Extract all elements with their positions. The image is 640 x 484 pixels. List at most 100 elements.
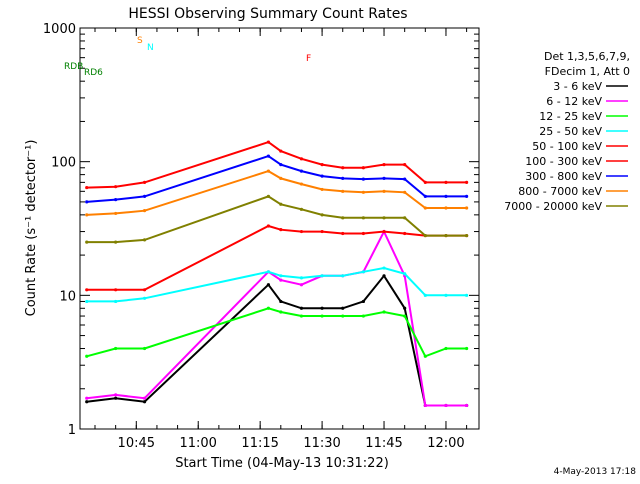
legend-entry-label: 3 - 6 keV bbox=[553, 80, 602, 93]
x-tick-label: 12:00 bbox=[427, 436, 464, 451]
annotation-label: S bbox=[137, 36, 143, 46]
series-point bbox=[114, 393, 118, 397]
series-point bbox=[299, 276, 304, 280]
series-point bbox=[465, 346, 469, 351]
series-line-8 bbox=[86, 195, 467, 244]
series-point bbox=[320, 274, 324, 278]
series-point bbox=[444, 233, 448, 238]
series-point bbox=[266, 194, 271, 198]
series-point bbox=[361, 166, 365, 170]
series-point bbox=[299, 283, 304, 287]
legend-entry-label: 100 - 300 keV bbox=[525, 155, 602, 168]
legend-entry-label: 50 - 100 keV bbox=[532, 140, 602, 153]
x-axis-label: Start Time (04-May-13 10:31:22) bbox=[175, 456, 389, 471]
series-point bbox=[279, 310, 283, 314]
series-line-4 bbox=[86, 224, 467, 291]
series-point bbox=[299, 306, 304, 310]
legend-entry-label: 6 - 12 keV bbox=[546, 95, 602, 108]
series-point bbox=[403, 306, 407, 310]
series-point bbox=[299, 182, 304, 186]
series-point bbox=[142, 180, 147, 184]
series-point bbox=[114, 198, 118, 202]
series-point bbox=[465, 233, 469, 238]
footer-timestamp: 4-May-2013 17:18 bbox=[554, 467, 637, 477]
series-point bbox=[142, 238, 147, 242]
series-point bbox=[320, 163, 324, 167]
legend-header: FDecim 1, Att 0 bbox=[545, 65, 630, 78]
series-point bbox=[403, 177, 407, 181]
series-point bbox=[444, 194, 448, 198]
series-point bbox=[444, 293, 448, 297]
series-line-7 bbox=[86, 170, 467, 216]
series-point bbox=[403, 314, 407, 318]
series-point bbox=[279, 202, 283, 206]
series-point bbox=[266, 306, 271, 310]
series-point bbox=[341, 189, 345, 193]
series-point bbox=[114, 396, 118, 400]
series-point bbox=[85, 396, 89, 400]
series-point bbox=[320, 314, 324, 318]
series-point bbox=[341, 306, 345, 310]
series-point bbox=[85, 240, 89, 244]
series-point bbox=[382, 189, 386, 193]
annotation-label: RD6 bbox=[84, 68, 103, 78]
series-point bbox=[382, 163, 386, 167]
series-point bbox=[142, 400, 147, 404]
series-point bbox=[382, 274, 386, 278]
series-point bbox=[85, 200, 89, 204]
series-point bbox=[279, 176, 283, 180]
x-tick-label: 11:45 bbox=[365, 436, 402, 451]
series-point bbox=[423, 293, 427, 297]
x-tick-label: 11:00 bbox=[179, 436, 216, 451]
series-point bbox=[361, 299, 365, 304]
series-line-3 bbox=[86, 266, 467, 303]
series-point bbox=[341, 216, 345, 220]
series-point bbox=[465, 194, 469, 198]
series-point bbox=[320, 187, 324, 192]
legend-entry-label: 7000 - 20000 keV bbox=[504, 200, 602, 213]
series-point bbox=[341, 166, 345, 170]
series-point bbox=[142, 396, 147, 400]
series-line-6 bbox=[86, 154, 467, 203]
series-point bbox=[423, 233, 427, 238]
x-tick-label: 10:45 bbox=[118, 436, 155, 451]
series-point bbox=[266, 154, 271, 158]
series-point bbox=[299, 157, 304, 161]
series-point bbox=[382, 216, 386, 220]
series-point bbox=[114, 288, 118, 292]
series-point bbox=[341, 274, 345, 278]
series-line-5 bbox=[86, 140, 467, 189]
series-point bbox=[444, 346, 448, 351]
legend: Det 1,3,5,6,7,9, FDecim 1, Att 0 3 - 6 keV… bbox=[504, 50, 630, 213]
plot-frame bbox=[79, 27, 480, 430]
series-point bbox=[279, 278, 283, 282]
series-point bbox=[423, 403, 427, 408]
series-point bbox=[341, 231, 345, 236]
x-tick-label: 11:30 bbox=[303, 436, 340, 451]
legend-header: Det 1,3,5,6,7,9, bbox=[544, 50, 630, 63]
series-point bbox=[465, 180, 469, 184]
series-point bbox=[266, 283, 271, 287]
y-tick-label: 10 bbox=[59, 289, 76, 304]
series-point bbox=[423, 206, 427, 210]
series-point bbox=[142, 296, 147, 300]
series-point bbox=[361, 314, 365, 318]
series-point bbox=[423, 354, 427, 358]
y-axis-label: Count Rate (s⁻¹ detector⁻¹) bbox=[24, 140, 39, 317]
series-point bbox=[114, 346, 118, 351]
series-point bbox=[320, 229, 324, 234]
series-point bbox=[85, 400, 89, 404]
series-point bbox=[444, 180, 448, 184]
legend-entry-label: 800 - 7000 keV bbox=[518, 185, 602, 198]
legend-entry-label: 300 - 800 keV bbox=[525, 170, 602, 183]
series-point bbox=[423, 194, 427, 198]
series-point bbox=[382, 266, 386, 270]
series-point bbox=[320, 213, 324, 217]
series-point bbox=[142, 194, 147, 198]
series-point bbox=[320, 306, 324, 310]
series-point bbox=[266, 270, 271, 274]
series-point bbox=[299, 229, 304, 234]
series-point bbox=[114, 185, 118, 189]
series-point bbox=[465, 206, 469, 210]
